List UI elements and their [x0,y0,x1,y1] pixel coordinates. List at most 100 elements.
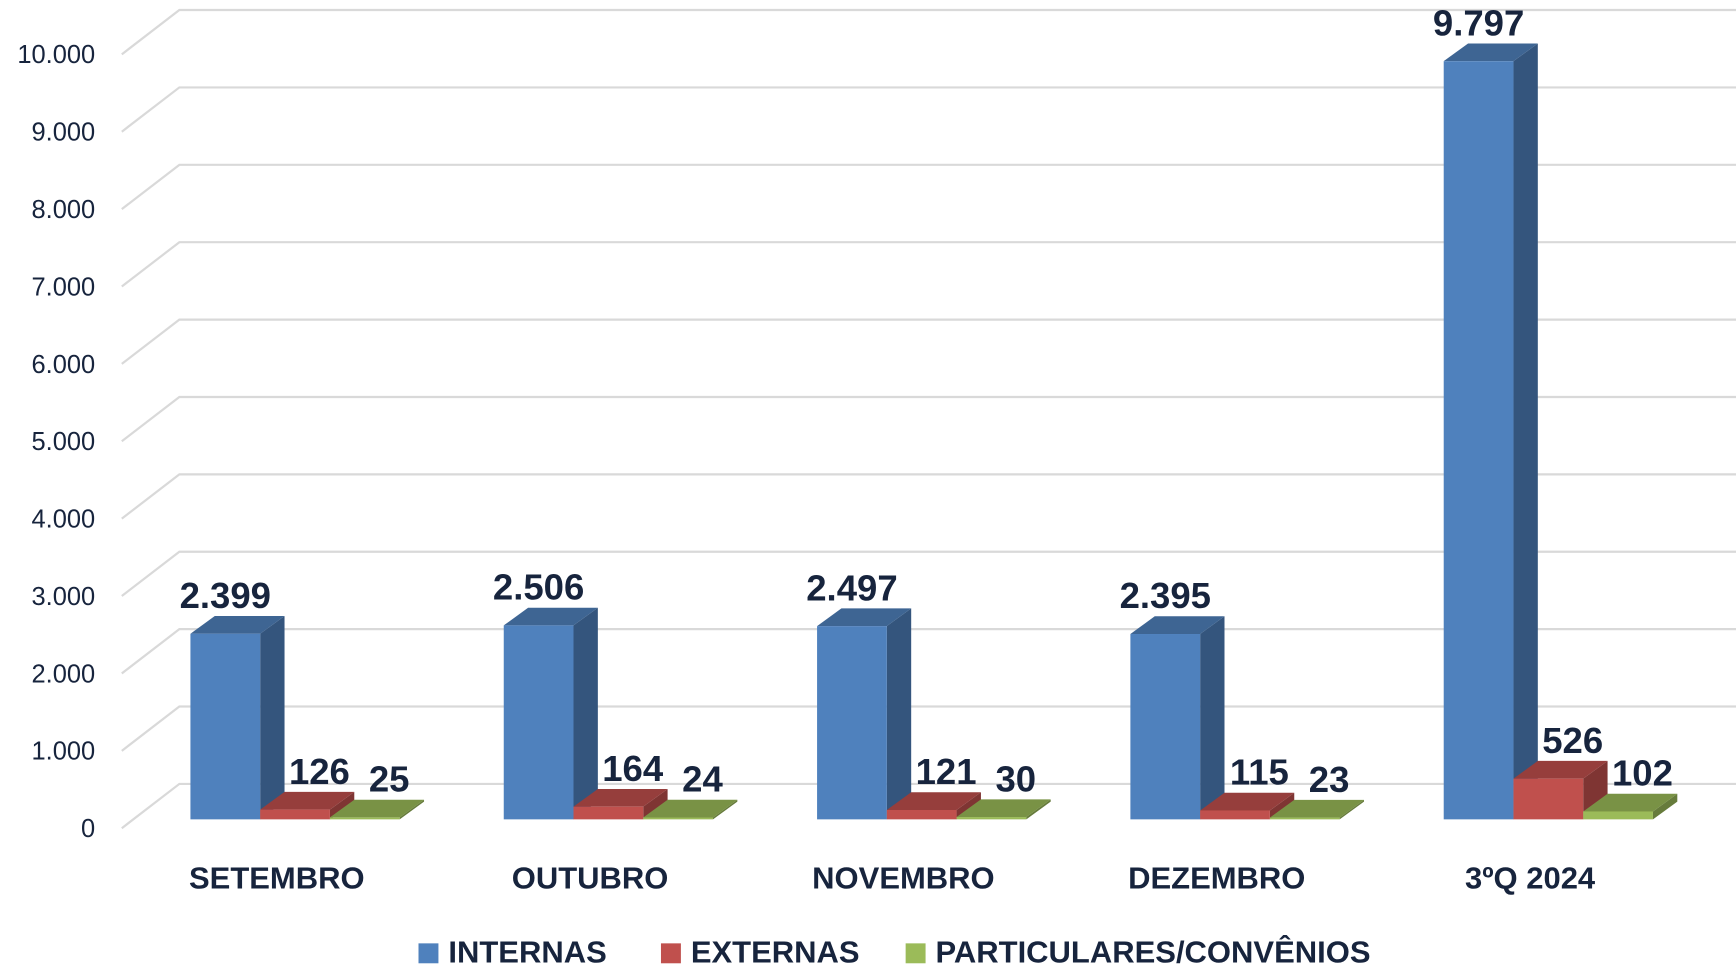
bar-side [1339,799,1364,820]
bar-front [1269,817,1340,820]
bar-side [886,608,912,820]
bar [1269,799,1364,820]
bar-top [643,799,738,818]
x-tick-label: NOVEMBRO [812,860,994,895]
bar-front [956,817,1027,820]
bar-side [1652,793,1678,820]
bar-top [329,799,425,818]
bar-side [573,607,598,820]
grid-line [121,163,1736,210]
data-label: 121 [916,751,977,792]
bar [956,799,1051,820]
bar-top [817,608,912,627]
bar-front [329,817,400,820]
bar [1200,792,1295,820]
bar-front [260,809,330,820]
bar-side [713,799,738,820]
y-tick-label: 7.000 [32,273,96,301]
bar-side [399,799,425,820]
data-label: 102 [1612,753,1673,794]
grid-line [121,86,1736,133]
bar-front [503,625,574,820]
y-tick-label: 8.000 [32,196,96,224]
grid-line [121,395,1736,443]
x-tick-label: OUTUBRO [512,860,669,895]
grid-line [121,550,1736,597]
bar-top [886,792,981,810]
bar [503,607,598,820]
legend-label: INTERNAS [448,935,606,970]
data-label: 23 [1309,759,1350,800]
data-label: 526 [1542,720,1603,761]
y-tick-label: 9.000 [32,119,96,147]
grid-line [121,8,1736,56]
bar [643,799,738,820]
bar-top [190,615,285,634]
bar-front [1200,810,1270,820]
y-tick-label: 10.000 [17,41,95,69]
grid-line [121,318,1736,365]
bar-top [1130,616,1225,635]
bar-front [573,806,644,820]
bar-side [1200,616,1225,820]
bar-top [1269,799,1364,818]
y-tick-label: 4.000 [32,506,96,534]
bar-front [190,633,261,820]
bar-top [1443,43,1538,62]
legend-swatch [418,943,439,964]
grid-line [121,241,1736,288]
bar-front [817,626,887,820]
data-label: 2.497 [806,567,897,608]
bar [817,608,912,820]
x-tick-label: 3ºQ 2024 [1465,860,1596,895]
y-tick-label: 3.000 [32,583,96,611]
bar-front [1513,778,1584,820]
bar [1443,43,1538,820]
x-tick-label: DEZEMBRO [1128,860,1305,895]
legend-label: EXTERNAS [691,935,860,970]
bar [1583,793,1678,820]
bar [1513,760,1608,820]
data-label: 25 [369,759,410,800]
legend-swatch [660,943,681,964]
bar-top [956,799,1051,818]
y-tick-label: 1.000 [32,738,96,766]
bar-front [1583,811,1653,820]
legend-swatch [905,943,926,964]
bar-front [1130,634,1201,820]
data-label: 9.797 [1433,2,1524,43]
bar-front [886,809,957,820]
y-tick-label: 5.000 [32,428,96,456]
bar-top [1583,793,1678,812]
bar-top [260,791,355,810]
grid-line [121,473,1736,520]
data-label: 2.399 [180,575,271,616]
bar-top [503,607,598,626]
bar-side [643,788,668,820]
data-label: 164 [602,748,664,789]
bar-side [329,791,355,820]
bar [260,791,355,820]
bar [329,799,425,820]
legend-label: PARTICULARES/CONVÊNIOS [936,934,1371,970]
bar-side [1513,43,1538,820]
bar-front [1443,61,1514,820]
data-label: 126 [289,751,350,792]
bar-side [1026,799,1051,820]
bar-side [260,615,285,820]
bar-top [1200,792,1295,811]
bar [190,615,285,820]
bar-top [573,788,668,807]
data-label: 2.506 [493,567,584,608]
data-label: 30 [995,758,1036,799]
y-tick-label: 0 [81,815,95,843]
x-tick-label: SETEMBRO [189,860,365,895]
bar-side [956,792,981,820]
y-tick-label: 2.000 [32,660,96,688]
bar [1130,616,1225,820]
bar-front [643,817,713,820]
bar [886,792,981,820]
data-label: 24 [682,759,723,800]
bar-side [1269,792,1295,820]
